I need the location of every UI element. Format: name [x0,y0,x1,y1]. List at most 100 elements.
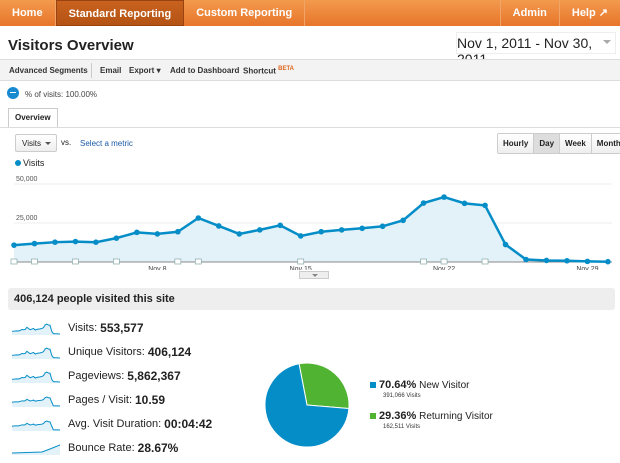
nav-spacer [305,0,501,26]
metric-row: Unique Visitors: 406,124 [12,345,191,359]
metric-label: Visits: [68,322,98,334]
divider [91,63,92,78]
annotation-icon[interactable] [174,258,182,265]
sparkline-icon [12,444,60,455]
data-point [216,223,222,229]
annotation-icon[interactable] [113,258,120,265]
x-tick-label: Nov 29 [576,266,598,270]
data-point [502,241,509,248]
metric-select-label: Visits [22,139,41,148]
data-point [482,202,488,209]
data-point [236,231,243,237]
sparkline-icon [12,371,60,383]
data-point [72,238,79,245]
pie-legend-new: 70.64% New Visitor 391,066 Visits [370,379,469,399]
pie-slice-new [264,363,350,448]
granularity-week[interactable]: Week [560,134,592,153]
metric-select[interactable]: Visits [15,134,57,152]
new-visitor-pct: 70.64% [379,379,417,391]
x-tick-label: Nov 22 [433,266,455,270]
granularity-toggle: Hourly Day Week Month [497,133,620,154]
metric-value: 5,862,367 [127,369,181,383]
annotation-icon[interactable] [420,258,427,265]
pie-legend-returning: 29.36% Returning Visitor 162,511 Visits [370,410,493,430]
data-point [543,257,550,264]
annotation-icon[interactable] [72,258,79,265]
add-to-dashboard-button[interactable]: Add to Dashboard [170,66,240,75]
advanced-segments-button[interactable]: Advanced Segments [9,66,88,75]
annotation-icon[interactable] [481,258,489,265]
metric-label: Avg. Visit Duration: [68,418,162,430]
nav-custom-reporting[interactable]: Custom Reporting [184,0,306,26]
shortcut-button[interactable]: Shortcut BETA [243,66,294,76]
metric-row: Bounce Rate: 28.67% [12,441,178,455]
email-button[interactable]: Email [100,66,122,75]
sparkline-icon [12,396,60,407]
metric-value: 10.59 [135,393,166,407]
metric-label: Bounce Rate: [68,442,135,454]
granularity-month[interactable]: Month [591,134,620,153]
metric-value: 28.67% [137,441,179,455]
returning-visitor-label: Returning Visitor [419,411,493,422]
nav-home[interactable]: Home [0,0,56,26]
nav-standard-reporting[interactable]: Standard Reporting [55,0,185,26]
area-fill [14,197,608,262]
x-tick-label: Nov 8 [148,266,166,270]
top-nav: Home Standard Reporting Custom Reporting… [0,0,620,26]
data-point [297,233,304,239]
data-point [93,239,99,245]
series-line [13,195,608,263]
data-point [113,235,120,241]
date-range-picker[interactable]: Nov 1, 2011 - Nov 30, 2011 [456,32,616,67]
granularity-day[interactable]: Day [534,134,561,153]
annotation-icon[interactable] [440,258,448,265]
legend-dot [15,160,21,166]
data-point [175,228,181,235]
pie-slice-returning [298,362,350,410]
sparkline-icon [12,323,60,335]
tab-overview[interactable]: Overview [8,108,58,128]
annotation-icon[interactable] [10,258,18,265]
help-label: Help [571,7,596,19]
granularity-hourly[interactable]: Hourly [498,134,535,153]
legend-swatch [370,382,376,388]
nav-help[interactable]: Help ↗ [560,0,620,26]
chevron-down-icon [45,142,51,148]
data-point [195,215,202,221]
shortcut-label: Shortcut [243,66,276,76]
metric-label: Pageviews: [68,370,125,382]
annotation-icon[interactable] [297,258,305,265]
visits-line-chart: 50,000 25,000 Nov 8 Nov 15 Nov 22 Nov 29 [10,176,612,270]
new-visitor-visits: 391,066 Visits [383,393,421,399]
vs-label: vs. [61,138,72,147]
chart-legend: Visits [15,158,44,168]
annotation-icon[interactable] [194,258,202,265]
segment-icon[interactable] [7,87,19,99]
visitor-type-pie-chart [264,362,350,448]
data-point [441,194,447,200]
data-point [379,223,386,230]
chevron-down-icon [312,274,318,280]
select-metric-link[interactable]: Select a metric [80,139,133,148]
y-tick-label: 50,000 [16,176,38,183]
external-link-icon: ↗ [598,7,608,19]
nav-admin[interactable]: Admin [501,0,560,26]
toolbar: Advanced Segments Email Export ▾ Add to … [0,59,620,81]
data-point [52,239,58,245]
metric-row: Avg. Visit Duration: 00:04:42 [12,417,212,431]
metric-label: Unique Visitors: [68,346,145,358]
legend-label: Visits [23,158,45,168]
data-point [31,240,38,247]
data-point [605,258,611,265]
annotation-icon[interactable] [31,258,38,265]
data-point [584,258,591,265]
export-button[interactable]: Export ▾ [129,66,161,75]
data-point [400,217,406,224]
chart-resize-handle[interactable] [299,271,329,279]
metric-label: Pages / Visit: [68,394,132,406]
data-point [134,229,140,236]
data-point [318,228,325,235]
data-point [277,222,284,229]
summary-header: 406,124 people visited this site [8,288,615,310]
x-tick-label: Nov 15 [290,266,312,270]
